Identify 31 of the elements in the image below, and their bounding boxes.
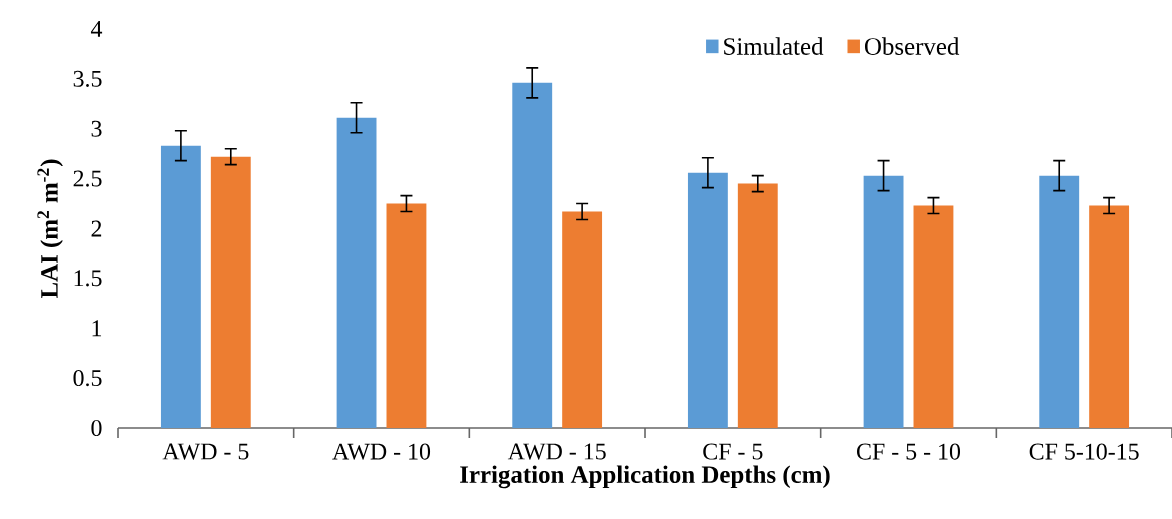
bar (512, 82, 553, 428)
y-tick-label: 1 (92, 320, 102, 337)
y-tick-label: 3 (91, 120, 102, 137)
legend-label: Observed (864, 37, 960, 55)
y-tick-label: 0.5 (73, 370, 102, 387)
x-tick-label: AWD - 15 (507, 443, 606, 460)
bar (210, 156, 251, 428)
y-tick-label: 1.5 (74, 270, 102, 287)
bar (737, 183, 778, 428)
x-tick-label: AWD - 10 (332, 443, 431, 460)
x-tick-label: CF - 5 (703, 443, 763, 460)
x-tick-label: AWD - 5 (162, 443, 249, 460)
bar (687, 172, 728, 428)
y-tick-label: 4 (90, 21, 103, 37)
y-tick-label: 3.5 (73, 70, 102, 87)
legend-label: Simulated (724, 37, 824, 55)
bar (160, 145, 201, 428)
bar (1039, 175, 1080, 428)
bar (1089, 205, 1130, 428)
y-tick-label: 2 (91, 220, 102, 237)
bar (562, 211, 603, 428)
x-tick-label: CF - 5 - 10 (857, 443, 961, 460)
bar (863, 175, 904, 428)
bar (336, 117, 377, 428)
y-tick-label: 2.5 (73, 170, 102, 187)
x-tick-label: CF 5-10-15 (1029, 443, 1139, 460)
bar (913, 205, 954, 428)
y-axis-title: LAI (m$^{2}$ m$^{-2}$) (37, 159, 63, 299)
bar (386, 203, 427, 428)
x-axis-title: Irrigation Application Depths (cm) (460, 465, 830, 489)
y-tick-label: 0 (91, 419, 102, 437)
